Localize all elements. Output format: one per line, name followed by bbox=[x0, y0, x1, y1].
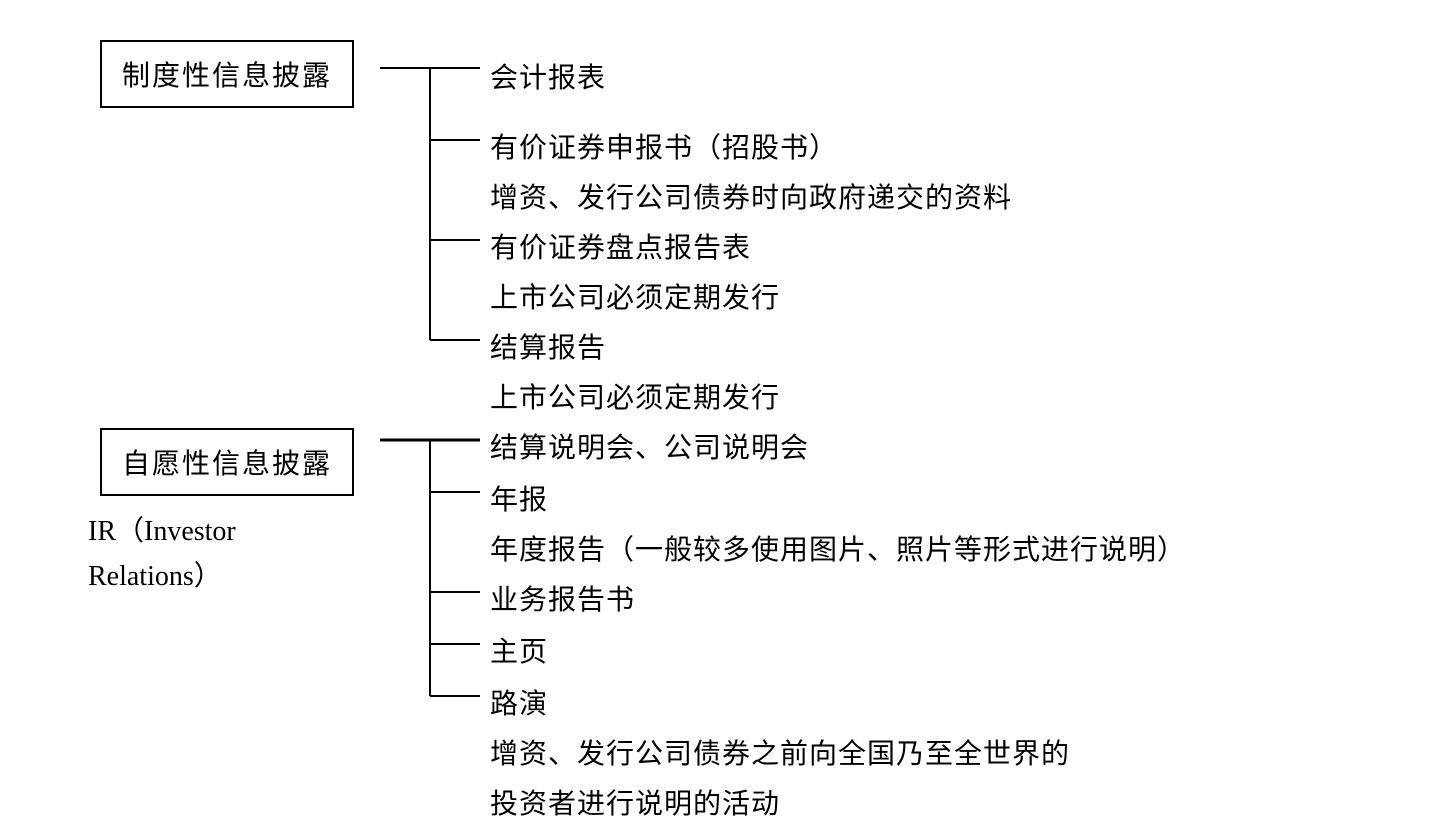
item-roadshow: 路演 bbox=[490, 682, 548, 722]
item-settlement-report: 结算报告 bbox=[490, 326, 606, 366]
sub-settlement-report: 上市公司必须定期发行 bbox=[490, 376, 780, 416]
ir-label-line1: IR（Investor bbox=[88, 510, 236, 555]
sub-roadshow-line2: 投资者进行说明的活动 bbox=[490, 782, 780, 822]
ir-label: IR（Investor Relations） bbox=[88, 510, 236, 600]
sub-roadshow-line1: 增资、发行公司债券之前向全国乃至全世界的 bbox=[490, 732, 1070, 772]
item-securities-application: 有价证券申报书（招股书） bbox=[490, 126, 838, 166]
item-annual-report: 年报 bbox=[490, 478, 548, 518]
category-label-voluntary: 自愿性信息披露 bbox=[122, 449, 332, 480]
category-box-voluntary: 自愿性信息披露 bbox=[100, 428, 354, 496]
item-securities-inventory: 有价证券盘点报告表 bbox=[490, 226, 751, 266]
sub-securities-inventory: 上市公司必须定期发行 bbox=[490, 276, 780, 316]
sub-annual-report: 年度报告（一般较多使用图片、照片等形式进行说明） bbox=[490, 528, 1186, 568]
item-homepage: 主页 bbox=[490, 630, 548, 670]
category-box-mandatory: 制度性信息披露 bbox=[100, 40, 354, 108]
item-settlement-briefing: 结算说明会、公司说明会 bbox=[490, 426, 809, 466]
category-label-mandatory: 制度性信息披露 bbox=[122, 61, 332, 92]
sub-securities-application: 增资、发行公司债券时向政府递交的资料 bbox=[490, 176, 1012, 216]
ir-label-line2: Relations） bbox=[88, 555, 236, 600]
item-accounting-reports: 会计报表 bbox=[490, 56, 606, 96]
item-business-report: 业务报告书 bbox=[490, 578, 635, 618]
